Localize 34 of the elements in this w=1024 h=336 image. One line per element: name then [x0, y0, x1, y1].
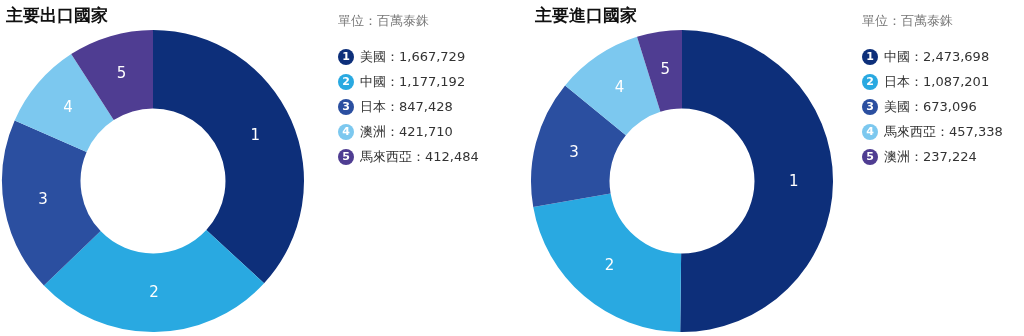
text: 2: [604, 255, 615, 274]
text: 1: [250, 126, 261, 145]
text: 3: [569, 142, 579, 161]
legend-label: 美國：1,667,729: [360, 47, 466, 66]
text: 5: [116, 63, 127, 82]
text: 2: [866, 74, 874, 88]
text: 3: [866, 99, 874, 113]
chart-subtitle: 單位：百萬泰銖: [338, 12, 430, 30]
legend-label: 美國：673,096: [884, 97, 977, 116]
text: 1: [866, 49, 874, 63]
chart-subtitle: 單位：百萬泰銖: [862, 12, 954, 30]
legend-label: 馬來西亞：457,338: [884, 122, 1003, 141]
text: 5: [660, 60, 670, 79]
text: 5: [866, 149, 874, 163]
text: 3: [38, 190, 48, 209]
text: 4: [342, 124, 350, 138]
chart-title: 主要進口國家: [535, 4, 637, 27]
legend-label: 馬來西亞：412,484: [360, 147, 479, 166]
legend-label: 澳洲：421,710: [360, 122, 453, 141]
text: 2: [342, 74, 350, 88]
chart-title: 主要出口國家: [6, 4, 108, 27]
text: 4: [866, 124, 874, 138]
legend-label: 中國：2,473,698: [884, 47, 990, 66]
text: 4: [614, 78, 625, 97]
text: 2: [149, 282, 159, 301]
text: 1: [788, 171, 799, 190]
legend-label: 中國：1,177,192: [360, 72, 466, 91]
legend-label: 日本：1,087,201: [884, 72, 990, 91]
text: 3: [342, 99, 350, 113]
legend-label: 日本：847,428: [360, 97, 453, 116]
text: 1: [342, 49, 350, 63]
text: 5: [342, 149, 350, 163]
legend-label: 澳洲：237,224: [884, 147, 977, 166]
text: 4: [63, 98, 73, 117]
